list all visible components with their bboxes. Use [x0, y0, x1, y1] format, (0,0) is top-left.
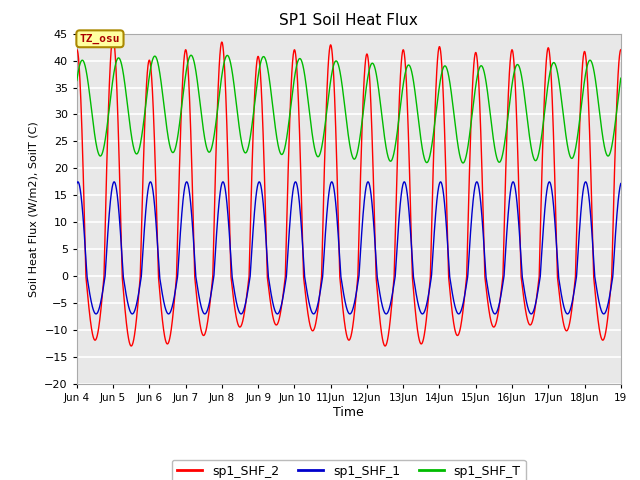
- sp1_SHF_2: [172, 283, 180, 288]
- sp1_SHF_2: [109, 35, 117, 41]
- sp1_SHF_T: [281, 145, 289, 151]
- sp1_SHF_1: [281, 284, 289, 290]
- X-axis label: Time: Time: [333, 406, 364, 419]
- sp1_SHF_2: [427, 257, 435, 263]
- sp1_SHF_T: [399, 82, 407, 88]
- sp1_SHF_2: [520, 299, 528, 305]
- Line: sp1_SHF_2: sp1_SHF_2: [77, 38, 621, 346]
- sp1_SHF_1: [617, 180, 625, 186]
- sp1_SHF_1: [172, 286, 180, 291]
- sp1_SHF_T: [73, 78, 81, 84]
- sp1_SHF_2: [617, 47, 625, 53]
- sp1_SHF_T: [520, 92, 528, 97]
- sp1_SHF_1: [427, 278, 435, 284]
- sp1_SHF_1: [399, 181, 407, 187]
- sp1_SHF_1: [520, 287, 528, 293]
- sp1_SHF_2: [381, 343, 389, 349]
- Line: sp1_SHF_T: sp1_SHF_T: [77, 55, 621, 163]
- Title: SP1 Soil Heat Flux: SP1 Soil Heat Flux: [280, 13, 418, 28]
- sp1_SHF_2: [399, 47, 407, 53]
- sp1_SHF_T: [427, 149, 435, 155]
- sp1_SHF_T: [188, 52, 195, 58]
- sp1_SHF_1: [479, 227, 487, 233]
- sp1_SHF_1: [419, 311, 426, 317]
- sp1_SHF_2: [479, 202, 487, 208]
- sp1_SHF_2: [73, 47, 81, 53]
- sp1_SHF_1: [73, 180, 81, 186]
- Line: sp1_SHF_1: sp1_SHF_1: [77, 182, 621, 314]
- Legend: sp1_SHF_2, sp1_SHF_1, sp1_SHF_T: sp1_SHF_2, sp1_SHF_1, sp1_SHF_T: [172, 460, 525, 480]
- sp1_SHF_1: [74, 179, 82, 185]
- sp1_SHF_T: [479, 65, 487, 71]
- sp1_SHF_T: [172, 144, 179, 150]
- sp1_SHF_T: [617, 75, 625, 81]
- Text: TZ_osu: TZ_osu: [80, 34, 120, 44]
- sp1_SHF_2: [281, 278, 289, 284]
- Y-axis label: Soil Heat Flux (W/m2), SoilT (C): Soil Heat Flux (W/m2), SoilT (C): [29, 121, 38, 297]
- sp1_SHF_T: [459, 160, 467, 166]
